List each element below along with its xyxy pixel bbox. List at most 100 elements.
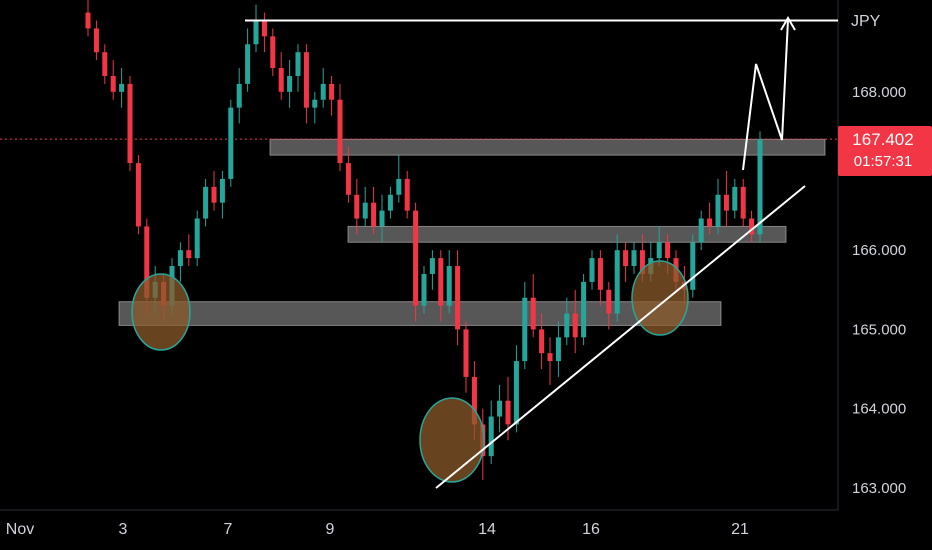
candle (404, 171, 410, 219)
candle (463, 321, 469, 393)
candle (631, 242, 637, 274)
highlight-circle-right (631, 260, 689, 336)
candle (253, 4, 259, 53)
highlight-circle-left (131, 273, 191, 351)
candle (555, 321, 561, 377)
sr-zone (118, 301, 722, 326)
candle (354, 178, 360, 235)
candle (446, 250, 452, 314)
candle (228, 99, 234, 187)
candle (522, 281, 528, 369)
price-axis[interactable]: 168.000 166.000 165.000 164.000 163.000 (852, 84, 906, 497)
candle (278, 52, 284, 100)
candle (287, 60, 293, 108)
candle (707, 202, 713, 235)
time-tick-label: 21 (731, 521, 749, 538)
candle (438, 250, 444, 322)
time-tick-label: Nov (6, 521, 34, 538)
candle (219, 171, 225, 219)
candle (337, 83, 343, 171)
candle (194, 210, 200, 267)
candle (371, 186, 377, 235)
candle (102, 44, 108, 84)
support-resistance-zones (118, 138, 826, 326)
candle (614, 234, 620, 322)
candle (119, 68, 125, 108)
time-tick-label: 7 (224, 521, 233, 538)
candle (690, 234, 696, 298)
currency-label: JPY (851, 13, 881, 30)
price-tick-label: 163.000 (852, 480, 906, 497)
price-tick-label: 168.000 (852, 84, 906, 101)
candle (270, 28, 276, 76)
candle (261, 12, 267, 53)
candle (606, 281, 612, 330)
candle (320, 68, 326, 108)
candle (597, 250, 603, 306)
time-tick-label: 3 (119, 521, 128, 538)
candle (732, 178, 738, 219)
candle (396, 155, 402, 203)
candle (379, 194, 385, 243)
candle (455, 250, 461, 346)
sr-zone (269, 138, 826, 156)
candle (203, 178, 209, 227)
time-axis[interactable]: Nov 3 7 9 14 16 21 (6, 521, 749, 538)
candle (656, 226, 662, 267)
ascending-trendline (435, 185, 806, 489)
price-tick-label: 166.000 (852, 242, 906, 259)
candle (387, 186, 393, 219)
candle (186, 234, 192, 267)
candlestick-series (85, 0, 763, 480)
highlight-circle-bottom (419, 397, 485, 483)
candle (211, 171, 217, 211)
candle (547, 337, 553, 385)
current-price-tag: 167.402 01:57:31 (838, 126, 932, 176)
candle (715, 178, 721, 235)
candle (581, 273, 587, 346)
candle (236, 68, 242, 124)
candle (723, 171, 729, 227)
candle (564, 297, 570, 346)
time-tick-label: 9 (326, 521, 335, 538)
candle (698, 210, 704, 251)
candle (488, 400, 494, 465)
candle (85, 0, 91, 37)
current-price-value: 167.402 (852, 130, 914, 149)
candle (539, 313, 545, 369)
candle (749, 210, 755, 243)
time-tick-label: 14 (478, 521, 496, 538)
candle (413, 202, 419, 322)
candle (421, 266, 427, 314)
candle (513, 345, 519, 433)
trend-drawings (245, 16, 838, 489)
candle (362, 186, 368, 227)
candle (429, 250, 435, 290)
candle (177, 242, 183, 282)
candle (530, 273, 536, 338)
candle (572, 289, 578, 354)
highlight-circles (131, 260, 689, 483)
candle (757, 131, 763, 243)
candle (245, 28, 251, 92)
candle (135, 155, 141, 235)
candle (740, 178, 746, 227)
projection-arrowhead (780, 16, 796, 31)
candle (345, 147, 351, 203)
candle (110, 60, 116, 100)
time-tick-label: 16 (582, 521, 600, 538)
projection-path (742, 19, 789, 171)
candle (589, 250, 595, 290)
price-tick-label: 164.000 (852, 401, 906, 418)
sr-zone (347, 225, 787, 243)
candle-countdown: 01:57:31 (853, 153, 913, 170)
candle (127, 75, 133, 171)
candle (93, 20, 99, 61)
price-tick-label: 165.000 (852, 321, 906, 338)
candle (303, 44, 309, 124)
candle (623, 242, 629, 282)
candle (329, 75, 335, 116)
candle (312, 91, 318, 124)
candle (295, 44, 301, 92)
